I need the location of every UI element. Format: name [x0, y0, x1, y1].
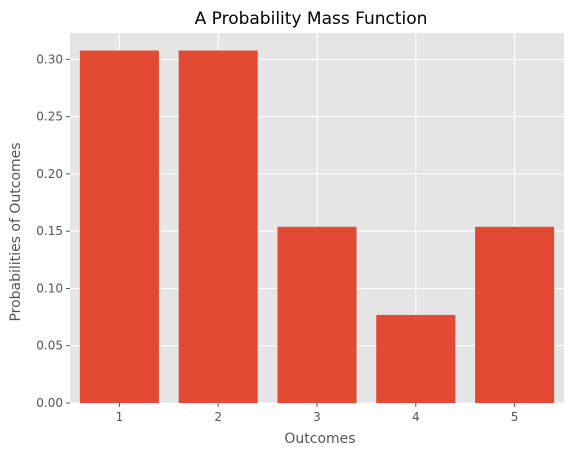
bar-4: [376, 314, 456, 403]
chart-title: A Probability Mass Function: [195, 9, 428, 29]
bar-2: [178, 50, 258, 404]
y-tick-label: 0.30: [36, 52, 63, 66]
y-tick-label: 0.15: [36, 224, 63, 238]
y-tick-label: 0.20: [36, 167, 63, 181]
y-tick-label: 0.00: [36, 396, 63, 410]
x-tick-label: 1: [116, 410, 124, 424]
x-axis-label: Outcomes: [284, 431, 355, 447]
x-tick-label: 5: [511, 410, 519, 424]
y-axis-label: Probabilities of Outcomes: [8, 142, 24, 321]
x-tick-label: 2: [214, 410, 222, 424]
bar-5: [475, 226, 555, 403]
x-tick-label: 3: [313, 410, 321, 424]
x-tick-label: 4: [412, 410, 420, 424]
bar-3: [277, 226, 357, 403]
y-tick-label: 0.10: [36, 281, 63, 295]
bars: [79, 50, 555, 404]
tick-labels: 0.00 0.05 0.10 0.15 0.20 0.25 0.30 1 2 3 4 5: [36, 52, 518, 424]
y-tick-label: 0.25: [36, 110, 63, 124]
y-tick-label: 0.05: [36, 339, 63, 353]
bar-1: [79, 50, 159, 404]
